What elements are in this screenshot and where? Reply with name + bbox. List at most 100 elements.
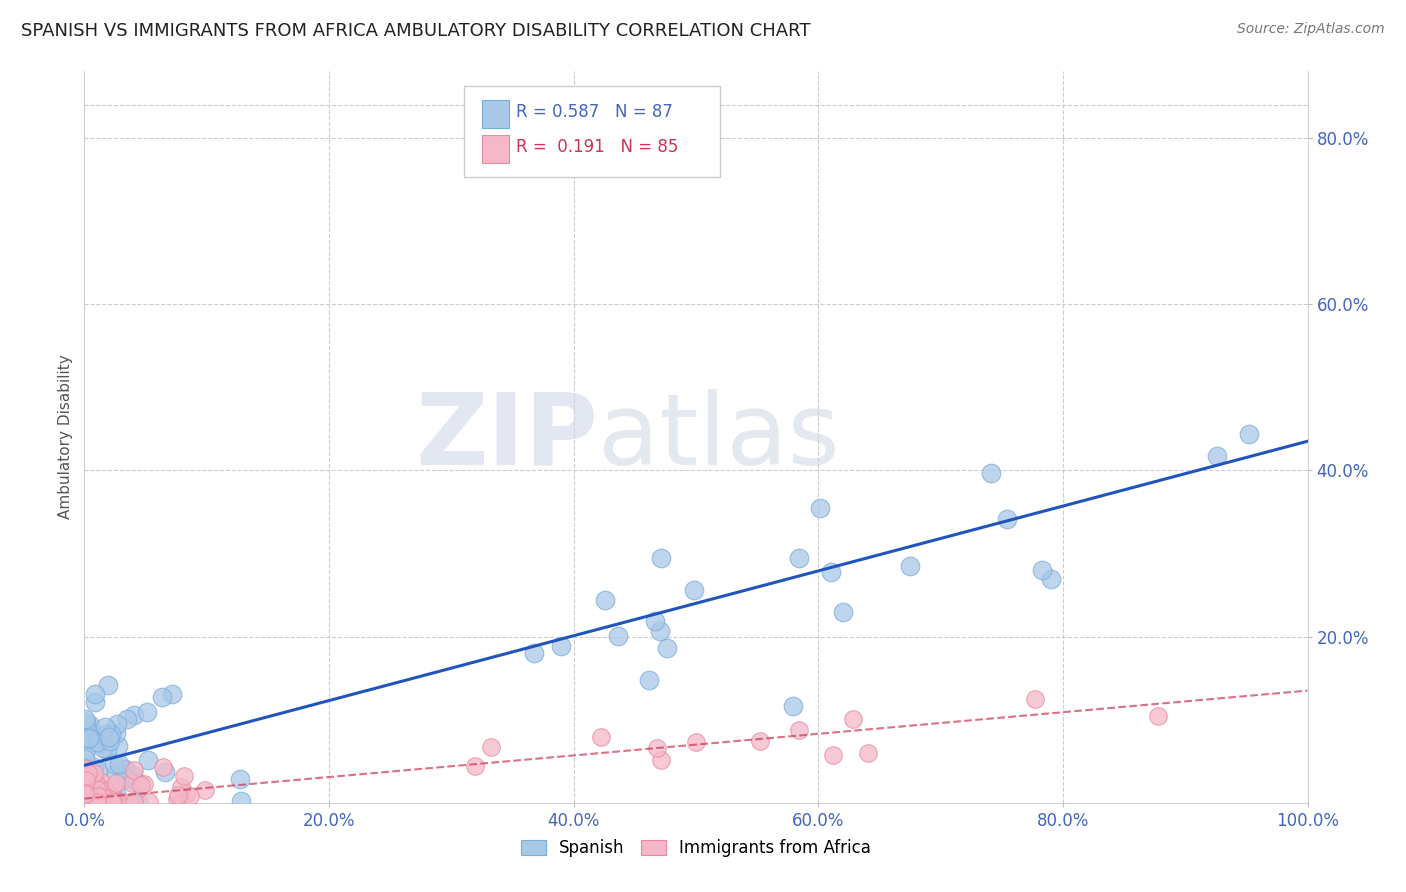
Point	[97, 731, 120, 745]
Point	[77, 790, 100, 805]
Point	[75, 773, 97, 788]
Point	[1039, 572, 1062, 586]
FancyBboxPatch shape	[464, 86, 720, 178]
Point	[86, 775, 108, 789]
Point	[89, 795, 111, 809]
Point	[1024, 691, 1046, 706]
Point	[87, 789, 110, 803]
Point	[76, 786, 98, 800]
Point	[550, 639, 572, 653]
Point	[87, 731, 110, 745]
Point	[122, 795, 145, 809]
Point	[73, 761, 96, 775]
Point	[73, 752, 96, 766]
Point	[73, 794, 96, 808]
Point	[523, 646, 546, 660]
Text: ZIP: ZIP	[415, 389, 598, 485]
Point	[73, 795, 96, 809]
Point	[86, 795, 108, 809]
Point	[76, 795, 98, 809]
Point	[135, 705, 157, 719]
Point	[127, 794, 149, 808]
Point	[79, 717, 101, 731]
Point	[96, 794, 118, 808]
Point	[107, 795, 129, 809]
Legend: Spanish, Immigrants from Africa: Spanish, Immigrants from Africa	[515, 832, 877, 864]
Point	[150, 690, 173, 704]
Point	[75, 769, 97, 783]
Point	[980, 467, 1002, 481]
Point	[75, 792, 97, 806]
Point	[86, 795, 108, 809]
Point	[76, 795, 98, 809]
Point	[650, 551, 672, 566]
Point	[73, 794, 96, 808]
Point	[650, 754, 672, 768]
Point	[86, 795, 108, 809]
Point	[167, 788, 190, 802]
Point	[77, 795, 100, 809]
Point	[129, 778, 152, 792]
Point	[89, 736, 111, 750]
Point	[87, 764, 110, 778]
Point	[101, 795, 124, 809]
FancyBboxPatch shape	[482, 100, 509, 128]
Point	[122, 707, 145, 722]
Point	[73, 712, 96, 726]
Point	[89, 773, 111, 788]
Point	[120, 795, 142, 809]
Point	[638, 673, 661, 687]
Point	[782, 699, 804, 714]
Point	[84, 776, 107, 790]
Point	[103, 756, 125, 771]
Point	[75, 795, 97, 809]
Point	[152, 760, 174, 774]
Point	[115, 772, 138, 787]
Point	[114, 770, 136, 784]
Point	[77, 765, 100, 780]
Point	[73, 788, 96, 802]
Point	[808, 501, 831, 516]
Point	[83, 760, 105, 774]
Point	[91, 790, 114, 805]
Y-axis label: Ambulatory Disability: Ambulatory Disability	[58, 355, 73, 519]
Point	[112, 795, 135, 809]
Point	[105, 765, 128, 780]
Point	[107, 739, 129, 753]
Point	[83, 795, 105, 809]
Point	[97, 783, 120, 797]
Point	[94, 720, 117, 734]
Point	[80, 793, 103, 807]
Point	[645, 741, 668, 756]
Point	[94, 790, 117, 805]
Point	[842, 712, 865, 726]
Point	[995, 512, 1018, 526]
Point	[83, 779, 105, 793]
Point	[80, 795, 103, 809]
Point	[75, 795, 97, 809]
Point	[77, 795, 100, 809]
Point	[229, 772, 252, 786]
Point	[80, 793, 103, 807]
Point	[86, 730, 108, 744]
Point	[75, 795, 97, 809]
FancyBboxPatch shape	[482, 135, 509, 163]
Point	[1147, 709, 1170, 723]
Point	[115, 712, 138, 726]
Point	[121, 776, 143, 790]
Text: R =  0.191   N = 85: R = 0.191 N = 85	[516, 137, 679, 156]
Point	[108, 756, 131, 771]
Point	[104, 776, 127, 790]
Point	[84, 695, 107, 709]
Point	[76, 795, 98, 809]
Text: atlas: atlas	[598, 389, 839, 485]
Point	[93, 741, 115, 756]
Point	[84, 777, 107, 791]
Point	[80, 771, 103, 785]
Point	[79, 731, 101, 745]
Point	[1239, 427, 1261, 442]
Point	[104, 726, 127, 740]
Point	[73, 779, 96, 793]
Text: R = 0.587   N = 87: R = 0.587 N = 87	[516, 103, 673, 120]
Point	[170, 795, 193, 809]
